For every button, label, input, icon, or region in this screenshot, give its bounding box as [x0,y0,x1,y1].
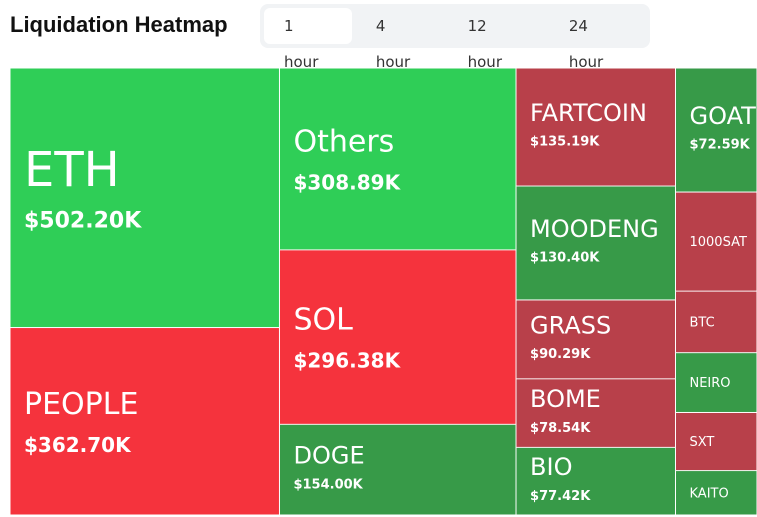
tile-value: $362.70K [24,433,132,457]
tile [516,378,676,448]
cell: BIO $77.42K [516,447,676,515]
tile-label: KAITO [689,486,728,501]
tile [516,186,676,300]
tile-value: $90.29K [530,347,591,362]
tile-label: MOODENG [530,215,659,243]
tile-label: BOME [530,385,601,413]
tile-value: $78.54K [530,421,591,436]
time-tab[interactable]: 1 hour [264,8,352,71]
tile-label: Others [293,124,394,159]
tile [279,68,517,250]
tile [675,412,757,471]
tile-label: SXT [689,435,714,450]
cell: BOME $78.54K [516,378,676,448]
cell: Others $308.89K [279,68,517,250]
cell: MOODENG $130.40K [516,186,676,300]
cell: GRASS $90.29K [516,299,676,379]
tile-value: $130.40K [530,251,600,266]
tile [675,352,757,413]
cell: GOAT $72.59K [675,68,757,193]
cell: KAITO [675,470,757,515]
tile-value: $72.59K [689,138,750,153]
cell: PEOPLE $362.70K [10,327,280,516]
cell: ETH $502.20K [10,68,280,328]
tile [675,192,757,292]
tile [279,424,517,516]
tile [675,68,757,193]
tile [10,327,280,516]
time-tab[interactable]: 12 hour [467,17,502,71]
tile-label: 1000SAT [689,235,746,250]
time-tab[interactable]: 24 hour [568,17,604,71]
tile-label: FARTCOIN [530,99,647,127]
tile-value: $296.38K [293,349,401,373]
time-tab[interactable]: 4 hour [375,17,411,71]
cell: FARTCOIN $135.19K [516,68,676,187]
cell: 1000SAT [675,192,757,292]
tile [675,291,757,353]
tile [516,68,676,187]
tile-label: BTC [689,315,714,330]
tile-label: GOAT [689,102,756,130]
tile [516,447,676,515]
tile-label: BIO [530,453,572,481]
chart-title: Liquidation Heatmap [10,12,228,37]
cell: SOL $296.38K [279,249,517,425]
tile-label: SOL [293,303,353,338]
time-tabs: 1 hour 4 hour 12 hour 24 hour [260,4,650,71]
tile-value: $308.89K [293,170,401,194]
cell: NEIRO [675,352,757,413]
tile-value: $154.00K [293,477,363,492]
tile-label: GRASS [530,311,611,339]
tile-value: $135.19K [530,135,600,150]
tile-value: $502.20K [24,209,142,234]
tile [279,249,517,425]
tile-label: PEOPLE [24,387,138,422]
cell: DOGE $154.00K [279,424,517,516]
tile [675,470,757,515]
tile-label: DOGE [293,442,364,470]
tile [10,68,280,328]
cell: SXT [675,412,757,471]
tile-label: NEIRO [689,376,730,391]
tile [516,299,676,379]
tile-value: $77.42K [530,489,591,504]
cell: BTC [675,291,757,353]
tile-label: ETH [24,142,120,198]
